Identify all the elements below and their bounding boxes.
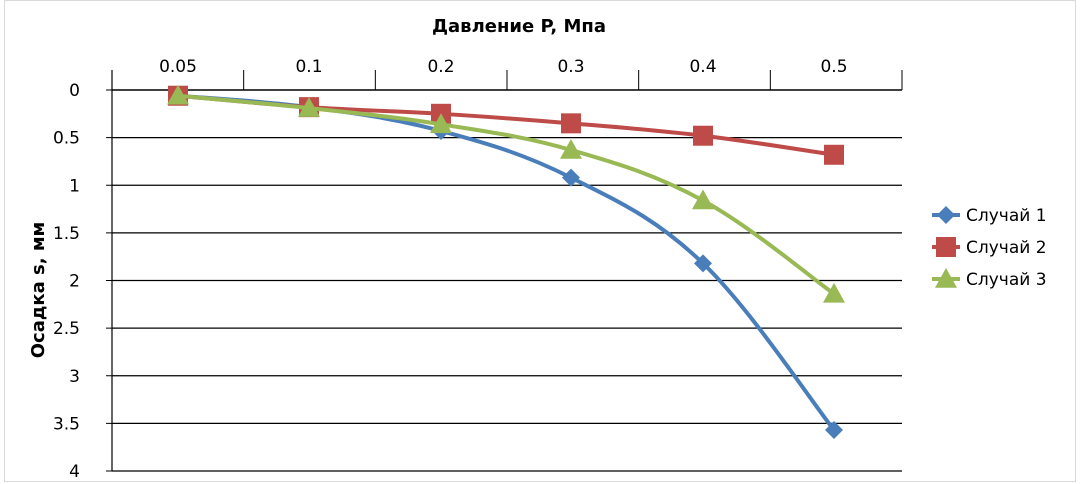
x-tick-label-0.1: 0.1	[295, 57, 322, 77]
x-tick-label-0.5: 0.5	[820, 57, 847, 77]
series-3-point-0.05	[167, 84, 189, 105]
x-tick-label-0.4: 0.4	[689, 57, 716, 77]
series-layer	[167, 84, 845, 440]
y-tick-label-2: 2	[69, 272, 80, 292]
axes	[106, 70, 903, 472]
y-tick-label-2.5: 2.5	[53, 319, 80, 339]
series-3-point-0.2	[430, 113, 452, 134]
legend-marker-2	[936, 237, 956, 257]
x-tick-label-0.2: 0.2	[427, 57, 454, 77]
series-3-point-0.5	[823, 282, 845, 303]
legend-marker-1	[937, 206, 955, 224]
legend-label-2: Случай 2	[966, 238, 1047, 258]
chart-frame	[4, 0, 1076, 482]
y-axis-title: Осадка s, мм	[28, 222, 49, 359]
series-line-1	[176, 93, 836, 433]
y-tick-label-1.5: 1.5	[53, 224, 80, 244]
legend-label-1: Случай 1	[966, 206, 1047, 226]
series-3-point-0.3	[560, 139, 582, 159]
series-2-point-0.3	[561, 113, 581, 134]
series-3-point-0.4	[692, 189, 714, 210]
series-3-point-0.1	[298, 97, 320, 117]
legend: Случай 1 Случай 2 Случай 3	[932, 206, 1047, 290]
series-2-point-0.5	[824, 144, 844, 165]
y-tick-label-0.5: 0.5	[53, 129, 80, 149]
x-tick-label-0.3: 0.3	[557, 57, 584, 77]
legend-item-3: Случай 3	[932, 268, 1047, 290]
series-line-3	[176, 93, 836, 296]
legend-label-3: Случай 3	[966, 270, 1047, 290]
series-2-point-0.4	[693, 125, 713, 146]
y-tick-label-0: 0	[69, 81, 80, 101]
series-1-point-0.5	[825, 421, 843, 440]
y-tick-label-3.5: 3.5	[53, 414, 80, 434]
tick-labels: 0 0.5 1 1.5 2 2.5 3 3.5 4 0.05 0.1 0.2 0.3 0.4 0.5	[53, 57, 848, 482]
y-tick-label-4: 4	[69, 462, 80, 482]
legend-item-2: Случай 2	[932, 237, 1047, 258]
legend-item-1: Случай 1	[932, 206, 1047, 226]
y-tick-label-1: 1	[69, 176, 80, 196]
series-1-point-0.3	[562, 168, 580, 187]
series-2	[168, 85, 844, 165]
y-tick-label-3: 3	[69, 367, 80, 387]
series-3	[167, 84, 845, 303]
x-axis-title: Давление P, Мпа	[432, 16, 606, 37]
gridlines	[112, 137, 902, 472]
series-1-point-0.4	[694, 254, 712, 273]
legend-marker-3	[935, 268, 957, 288]
x-tick-label-0.05: 0.05	[159, 57, 197, 77]
